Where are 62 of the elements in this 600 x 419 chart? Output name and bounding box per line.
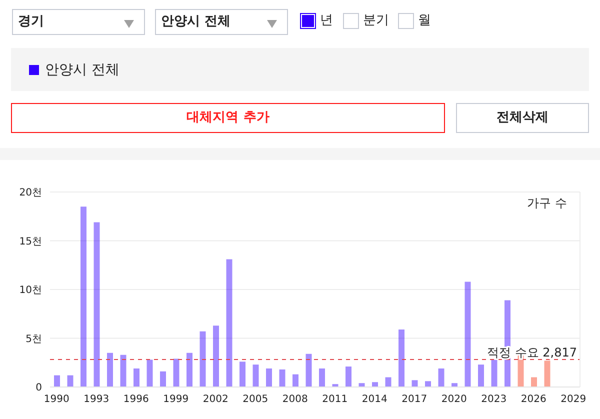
bar xyxy=(120,354,126,387)
x-tick-label: 2002 xyxy=(202,394,228,406)
bar xyxy=(544,360,550,387)
x-tick-label: 2029 xyxy=(560,394,586,406)
x-tick-label: 2005 xyxy=(242,394,268,406)
x-tick-label: 2011 xyxy=(322,394,348,406)
bar xyxy=(292,374,298,387)
x-tick-label: 2017 xyxy=(402,394,428,406)
bar xyxy=(266,368,272,387)
bar xyxy=(173,358,180,387)
bar xyxy=(186,352,192,387)
text: 년 xyxy=(319,12,333,30)
x-tick-label: 1990 xyxy=(44,394,70,406)
bar xyxy=(412,380,418,387)
y-axis-title: 가구 수 xyxy=(527,196,567,210)
text: 대체지역 추가 xyxy=(11,103,445,133)
y-tick-label: 0 xyxy=(36,382,42,394)
bar xyxy=(372,382,378,387)
x-tick-label: 1996 xyxy=(123,394,149,406)
bar xyxy=(107,352,113,387)
x-tick-label: 1993 xyxy=(84,394,110,406)
bar xyxy=(94,222,100,387)
bar xyxy=(464,282,471,387)
bar xyxy=(425,381,431,387)
text: 분기 xyxy=(362,12,389,30)
x-tick-label: 2014 xyxy=(362,394,388,406)
bar xyxy=(438,368,444,387)
bar xyxy=(146,360,153,387)
bar xyxy=(160,371,166,387)
text: 전체삭제 xyxy=(456,103,589,133)
bar xyxy=(67,375,74,387)
bar xyxy=(385,377,392,387)
x-tick-label: 2020 xyxy=(441,394,467,406)
bar xyxy=(319,368,325,387)
bar xyxy=(346,366,352,387)
y-tick-label: 20천 xyxy=(19,188,42,199)
bar xyxy=(478,364,484,387)
bar xyxy=(213,326,219,387)
bar xyxy=(252,364,259,387)
x-tick-label: 2008 xyxy=(282,394,308,406)
ref-line-label: 적정 수요 2,817 xyxy=(487,346,577,360)
bar xyxy=(398,329,404,387)
x-tick-label: 2026 xyxy=(520,394,546,406)
y-tick-label: 10천 xyxy=(19,285,42,296)
x-tick-label: 2023 xyxy=(481,394,507,406)
bar xyxy=(240,362,246,387)
bar xyxy=(54,375,60,387)
text: 안양시 전체 xyxy=(155,9,288,35)
bar xyxy=(491,360,498,387)
bar xyxy=(80,206,86,387)
bar xyxy=(531,377,537,387)
y-tick-label: 5천 xyxy=(26,334,42,345)
legend-label: 안양시 전체 xyxy=(44,60,120,78)
y-tick-label: 15천 xyxy=(19,236,42,248)
bar xyxy=(279,369,286,387)
x-tick-label: 1999 xyxy=(163,394,189,406)
bar xyxy=(200,331,206,387)
bar xyxy=(306,354,312,387)
bar xyxy=(226,259,232,387)
text: 월 xyxy=(417,12,431,30)
bar xyxy=(134,368,140,387)
text: 경기 xyxy=(12,9,145,35)
